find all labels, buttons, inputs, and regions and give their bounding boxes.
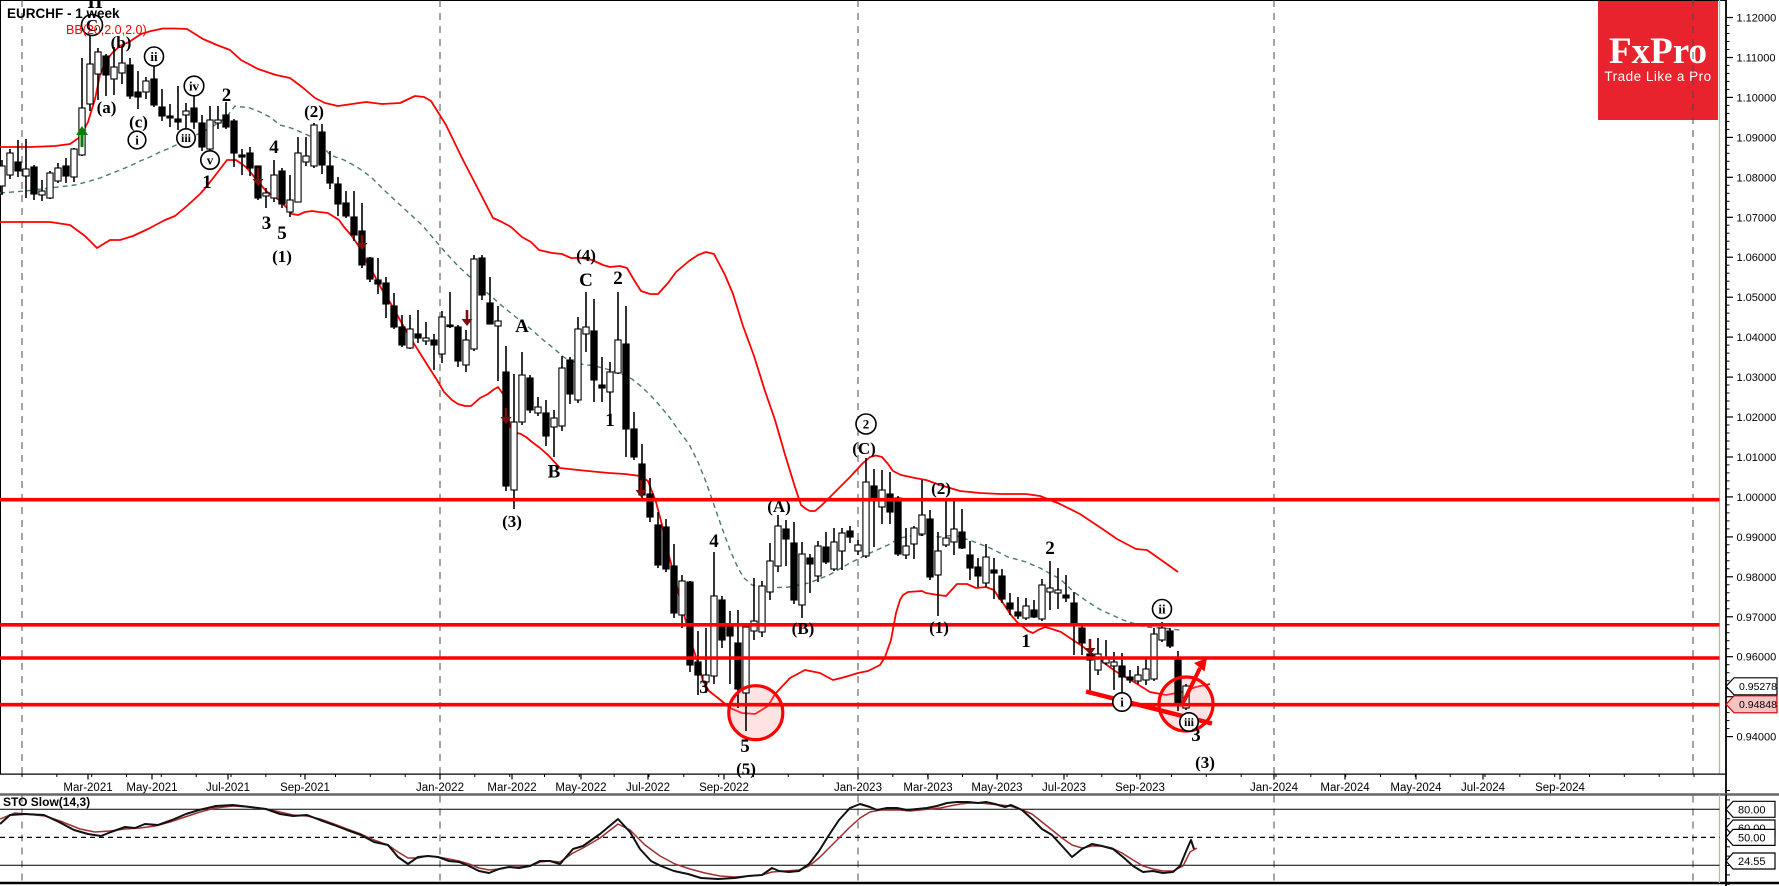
svg-text:iii: iii <box>181 131 192 145</box>
svg-text:1.01000: 1.01000 <box>1737 452 1777 464</box>
svg-text:1.02000: 1.02000 <box>1737 412 1777 424</box>
svg-text:(a): (a) <box>97 98 117 117</box>
svg-text:STO Slow(14,3): STO Slow(14,3) <box>3 795 90 809</box>
svg-text:Mar-2023: Mar-2023 <box>903 782 952 794</box>
svg-text:Jan-2023: Jan-2023 <box>834 782 882 794</box>
svg-text:(5): (5) <box>736 760 756 779</box>
svg-text:80.00: 80.00 <box>1738 804 1766 816</box>
svg-text:5: 5 <box>277 223 287 244</box>
svg-text:1.12000: 1.12000 <box>1737 13 1777 25</box>
svg-text:(B): (B) <box>792 619 815 638</box>
svg-text:1.11000: 1.11000 <box>1737 53 1776 65</box>
svg-text:Jan-2022: Jan-2022 <box>416 782 464 794</box>
svg-text:May-2021: May-2021 <box>126 782 177 794</box>
svg-text:0.96000: 0.96000 <box>1737 652 1777 664</box>
svg-text:May-2022: May-2022 <box>555 782 606 794</box>
svg-text:24.55: 24.55 <box>1738 856 1766 868</box>
svg-text:Sep-2024: Sep-2024 <box>1535 782 1585 794</box>
svg-text:2: 2 <box>1045 538 1055 559</box>
svg-text:1.07000: 1.07000 <box>1737 212 1777 224</box>
svg-text:1.05000: 1.05000 <box>1737 292 1777 304</box>
svg-text:1.00000: 1.00000 <box>1737 492 1777 504</box>
svg-text:i: i <box>135 132 139 147</box>
svg-text:0.95278: 0.95278 <box>1739 681 1777 693</box>
svg-text:iv: iv <box>189 78 200 93</box>
svg-text:v: v <box>207 152 214 167</box>
svg-text:ii: ii <box>150 49 158 64</box>
svg-text:3: 3 <box>262 213 272 234</box>
svg-text:EURCHF - 1 week: EURCHF - 1 week <box>7 6 120 21</box>
svg-text:(c): (c) <box>129 113 148 132</box>
svg-text:0.94000: 0.94000 <box>1737 732 1777 744</box>
svg-text:Jul-2022: Jul-2022 <box>626 782 670 794</box>
svg-text:1: 1 <box>605 410 615 431</box>
svg-text:(1): (1) <box>929 618 949 637</box>
svg-text:2: 2 <box>613 268 623 289</box>
svg-text:ii: ii <box>1158 601 1166 616</box>
svg-text:1.08000: 1.08000 <box>1737 172 1777 184</box>
svg-text:1: 1 <box>1021 631 1031 652</box>
svg-text:May-2024: May-2024 <box>1390 782 1442 794</box>
svg-text:Sep-2023: Sep-2023 <box>1115 782 1165 794</box>
svg-text:3: 3 <box>1191 725 1201 746</box>
svg-text:(C): (C) <box>852 439 876 458</box>
svg-text:Jan-2024: Jan-2024 <box>1250 782 1299 794</box>
svg-text:2: 2 <box>863 416 870 431</box>
svg-text:(3): (3) <box>502 512 522 531</box>
svg-text:Sep-2022: Sep-2022 <box>699 782 749 794</box>
svg-text:50.00: 50.00 <box>1738 832 1766 844</box>
svg-text:3: 3 <box>699 677 709 698</box>
svg-text:(2): (2) <box>931 479 951 498</box>
svg-text:A: A <box>515 316 529 337</box>
svg-text:Jul-2023: Jul-2023 <box>1042 782 1086 794</box>
svg-text:0.98000: 0.98000 <box>1737 572 1777 584</box>
svg-text:Mar-2024: Mar-2024 <box>1320 782 1370 794</box>
svg-text:Jul-2024: Jul-2024 <box>1461 782 1506 794</box>
svg-text:iii: iii <box>1184 715 1195 729</box>
svg-text:1: 1 <box>202 172 212 193</box>
svg-text:4: 4 <box>269 137 279 158</box>
svg-text:2: 2 <box>222 85 232 106</box>
svg-text:(1): (1) <box>272 247 292 266</box>
svg-text:Mar-2021: Mar-2021 <box>63 782 112 794</box>
svg-text:(A): (A) <box>767 497 791 516</box>
svg-text:BB(20,2.0,2.0): BB(20,2.0,2.0) <box>66 23 147 37</box>
svg-text:0.94848: 0.94848 <box>1739 699 1777 711</box>
svg-text:Trade Like a Pro: Trade Like a Pro <box>1604 69 1711 84</box>
svg-text:(3): (3) <box>1195 753 1215 772</box>
svg-text:Mar-2022: Mar-2022 <box>487 782 536 794</box>
svg-text:5: 5 <box>740 736 750 757</box>
svg-text:C: C <box>579 270 593 291</box>
svg-text:1.09000: 1.09000 <box>1737 132 1777 144</box>
svg-text:4: 4 <box>709 531 719 552</box>
svg-text:1.10000: 1.10000 <box>1737 92 1777 104</box>
svg-text:C: C <box>86 16 98 35</box>
svg-text:Jul-2021: Jul-2021 <box>206 782 250 794</box>
svg-text:i: i <box>1120 694 1124 709</box>
svg-text:(2): (2) <box>304 102 324 121</box>
svg-text:May-2023: May-2023 <box>971 782 1022 794</box>
svg-text:B: B <box>548 462 561 483</box>
svg-text:(4): (4) <box>576 246 596 265</box>
svg-text:0.97000: 0.97000 <box>1737 612 1777 624</box>
svg-text:0.99000: 0.99000 <box>1737 532 1777 544</box>
svg-text:II: II <box>87 0 103 13</box>
svg-text:Sep-2021: Sep-2021 <box>280 782 330 794</box>
svg-text:1.04000: 1.04000 <box>1737 332 1777 344</box>
svg-text:1.03000: 1.03000 <box>1737 372 1777 384</box>
svg-text:(b): (b) <box>111 33 132 52</box>
svg-text:1.06000: 1.06000 <box>1737 252 1777 264</box>
svg-text:FxPro: FxPro <box>1609 31 1707 72</box>
